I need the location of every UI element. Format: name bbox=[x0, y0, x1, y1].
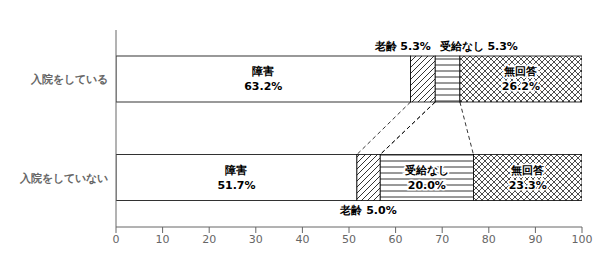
svg-text:老齢 5.0%: 老齢 5.0% bbox=[339, 204, 396, 217]
svg-text:障害: 障害 bbox=[225, 164, 247, 177]
svg-text:50: 50 bbox=[342, 233, 356, 246]
svg-text:20.0%: 20.0% bbox=[408, 179, 446, 192]
svg-text:30: 30 bbox=[249, 233, 263, 246]
svg-text:入院をしていない: 入院をしていない bbox=[19, 172, 108, 185]
svg-text:100: 100 bbox=[572, 233, 593, 246]
svg-text:90: 90 bbox=[528, 233, 542, 246]
svg-text:障害: 障害 bbox=[252, 65, 274, 78]
svg-text:51.7%: 51.7% bbox=[217, 179, 255, 192]
svg-text:20: 20 bbox=[202, 233, 216, 246]
svg-text:0: 0 bbox=[113, 233, 120, 246]
svg-text:40: 40 bbox=[295, 233, 309, 246]
svg-text:70: 70 bbox=[435, 233, 449, 246]
svg-text:60: 60 bbox=[389, 233, 403, 246]
svg-text:受給なし: 受給なし bbox=[404, 164, 449, 177]
svg-text:入院をしている: 入院をしている bbox=[30, 73, 108, 86]
svg-text:23.3%: 23.3% bbox=[509, 179, 547, 192]
svg-text:受給なし 5.3%: 受給なし 5.3% bbox=[439, 40, 518, 53]
svg-text:無回答: 無回答 bbox=[510, 164, 545, 177]
svg-text:老齢 5.3%: 老齢 5.3% bbox=[374, 40, 431, 53]
svg-text:80: 80 bbox=[482, 233, 496, 246]
svg-text:63.2%: 63.2% bbox=[244, 80, 282, 93]
svg-text:26.2%: 26.2% bbox=[502, 80, 540, 93]
svg-text:10: 10 bbox=[156, 233, 170, 246]
svg-text:無回答: 無回答 bbox=[503, 65, 538, 78]
